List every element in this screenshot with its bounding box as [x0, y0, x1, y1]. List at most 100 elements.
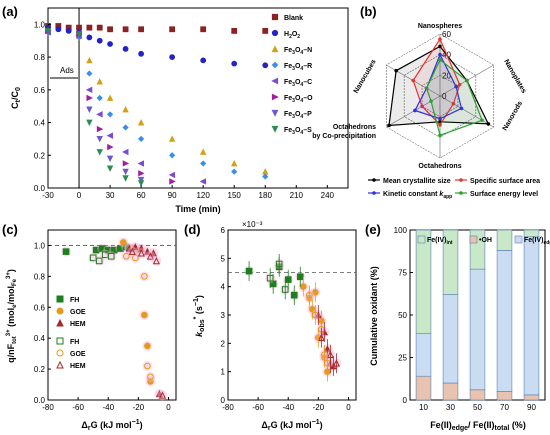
panel-a-ytick-label: 1.0: [34, 20, 46, 29]
panel-e-legend-swatch-0: [469, 235, 478, 244]
panel-c-point-4: [132, 254, 139, 262]
panel-b-series-point-1: [420, 104, 424, 109]
panel-c-legend-marker-5: [56, 360, 64, 369]
panel-d-ytick-label: 6: [221, 226, 226, 235]
panel-d-xtick-label: -80: [222, 403, 234, 412]
panel-a-legend-marker-5: [271, 93, 279, 101]
panel-c-legend-marker-2: [56, 318, 64, 327]
panel-c-xtick-label: 0: [166, 403, 171, 412]
panel-e-legend: Fe(IV)edge Fe(IV)int •OH: [417, 235, 550, 246]
panel-c-point-5: [158, 391, 167, 399]
panel-a-point-1: [169, 54, 176, 60]
panel-e-bar-segment-1: [523, 236, 540, 396]
panel-a-point-6: [86, 106, 93, 113]
panel-a-point-0: [122, 26, 129, 33]
panel-d-ylabel: kobs* (s−1): [193, 295, 206, 337]
panel-e-xtick-label: 50: [473, 403, 482, 412]
panel-a-legend-label-5: Fe3O4–O: [284, 95, 313, 104]
panel-c-ytick-label: 0.4: [34, 334, 46, 343]
panel-e-bar-segment-0: [496, 391, 513, 401]
panel-e-legend-swatch-1: [514, 235, 523, 244]
panel-a-point-5: [96, 125, 104, 133]
panel-a-legend-marker-1: [271, 29, 279, 37]
panel-b-legend-label-2: Kinetic constant kapp: [383, 191, 452, 200]
panel-a-point-1: [262, 62, 269, 69]
panel-d-ytick-label: 0: [221, 396, 226, 405]
panel-b-series-point-2: [459, 106, 464, 111]
panel-e-legend-label-0: •OH: [479, 237, 492, 244]
panel-e-xlabel: Fe(II)edge/ Fe(II)total (%): [430, 420, 526, 432]
panel-a-point-7: [122, 175, 129, 182]
panel-c-point-1: [141, 311, 148, 319]
panel-a-point-5: [169, 178, 176, 185]
panel-e-xtick-label: 90: [527, 403, 536, 412]
panel-a-xtick-label: 210: [290, 191, 304, 200]
panel-a-xtick-label: 150: [228, 191, 242, 200]
panel-a-legend-marker-6: [271, 109, 279, 117]
panel-c-legend-label-4: GOE: [70, 351, 86, 358]
panel-a-point-3: [122, 124, 129, 131]
panel-e-bar-segment-0: [442, 382, 459, 401]
panel-a-point-3: [106, 111, 114, 118]
panel-c-point-2: [131, 243, 139, 251]
panel-a-ticks: -30 0 30 60 90 120 150 180 210 240 0.0 0.2 0.4 0.6 0.8…: [34, 20, 335, 200]
panel-e-bar-segment-2: [523, 229, 540, 238]
panel-d-ytick-label: 2: [221, 339, 226, 348]
panel-c-legend-label-0: FH: [70, 297, 79, 304]
panel-a-point-7: [96, 149, 103, 156]
panel-e-bars: [415, 229, 540, 401]
panel-b-legend-marker-2: [372, 191, 376, 195]
panel-b-rtick-label: 0: [442, 92, 447, 101]
panel-e-bar-segment-0: [523, 394, 540, 401]
panel-c-legend-marker-0: [56, 295, 64, 303]
panel-d-xtick-label: 0: [346, 403, 351, 412]
panel-b-series-point-3: [429, 99, 433, 103]
panel-d-scatter-chart: (d) -80 -60 -40 -20 0 0 1 2 3 4 5 6 ×10⁻³ ΔrG (kJ m…: [184, 220, 357, 432]
panel-e-xtick-label: 30: [446, 403, 455, 412]
panel-a-ytick-label: 0.2: [34, 151, 46, 160]
panel-a-legend-label-0: Blank: [284, 15, 303, 22]
panel-c-point-1: [147, 378, 154, 385]
panel-c-ticks: -80 -60 -40 -20 0 0.0 0.2 0.4 0.6 0.8 1.0: [34, 241, 171, 412]
panel-e-ylabel: Cumulative oxidant (%): [369, 266, 379, 366]
panel-c-point-1: [144, 342, 151, 350]
panel-a-ytick-label: 0.4: [34, 119, 46, 128]
panel-d-multiplier: ×10⁻³: [242, 220, 263, 229]
panel-c-point-2: [143, 247, 151, 255]
panel-a-point-1: [107, 41, 113, 47]
panel-b-axis-label: Octahedrons: [418, 163, 461, 170]
panel-d-plot-frame: [227, 229, 357, 401]
panel-a-marks: [44, 8, 269, 188]
panel-e-label: (e): [365, 222, 381, 237]
panel-b-axis-label: Nanorods: [502, 100, 524, 132]
panel-d-xlabel: ΔrG (kJ mol−1): [261, 419, 322, 432]
panel-b-series-point-1: [457, 82, 462, 87]
panel-c-ytick-label: 1.0: [34, 241, 46, 250]
panel-c-legend-label-3: FH: [70, 339, 79, 346]
panel-a-point-2: [122, 105, 129, 113]
panel-c-point-0: [62, 248, 70, 255]
panel-e-bar-segment-0: [469, 389, 486, 401]
panel-a-ytick-label: 0.6: [34, 86, 46, 95]
panel-a-ytick-label: 0.8: [34, 53, 46, 62]
panel-a-point-1: [86, 34, 93, 41]
panel-c-xtick-label: -80: [42, 403, 54, 412]
panel-e-ytick-label: 100: [394, 226, 408, 235]
panel-d-ytick-label: 4: [221, 283, 226, 292]
panel-a-point-5: [86, 94, 93, 102]
panel-e-xtick-label: 70: [500, 403, 509, 412]
panel-a-xtick-label: 60: [137, 191, 146, 200]
panel-a-point-4: [199, 178, 207, 185]
panel-a-point-0: [96, 24, 103, 31]
panel-e-ytick-label: 0: [403, 396, 408, 405]
panel-a-point-4: [85, 86, 93, 94]
panel-b-series-point-1: [438, 37, 442, 41]
panel-a-point-4: [137, 160, 145, 167]
panel-e-bar-segment-2: [415, 229, 432, 334]
panel-c-point-5: [128, 247, 136, 255]
panel-d-xtick-label: -60: [252, 403, 264, 412]
panel-c-label: (c): [2, 222, 18, 237]
panel-a-point-1: [200, 57, 207, 64]
panel-a-legend-label-1: H2O2: [284, 31, 300, 40]
